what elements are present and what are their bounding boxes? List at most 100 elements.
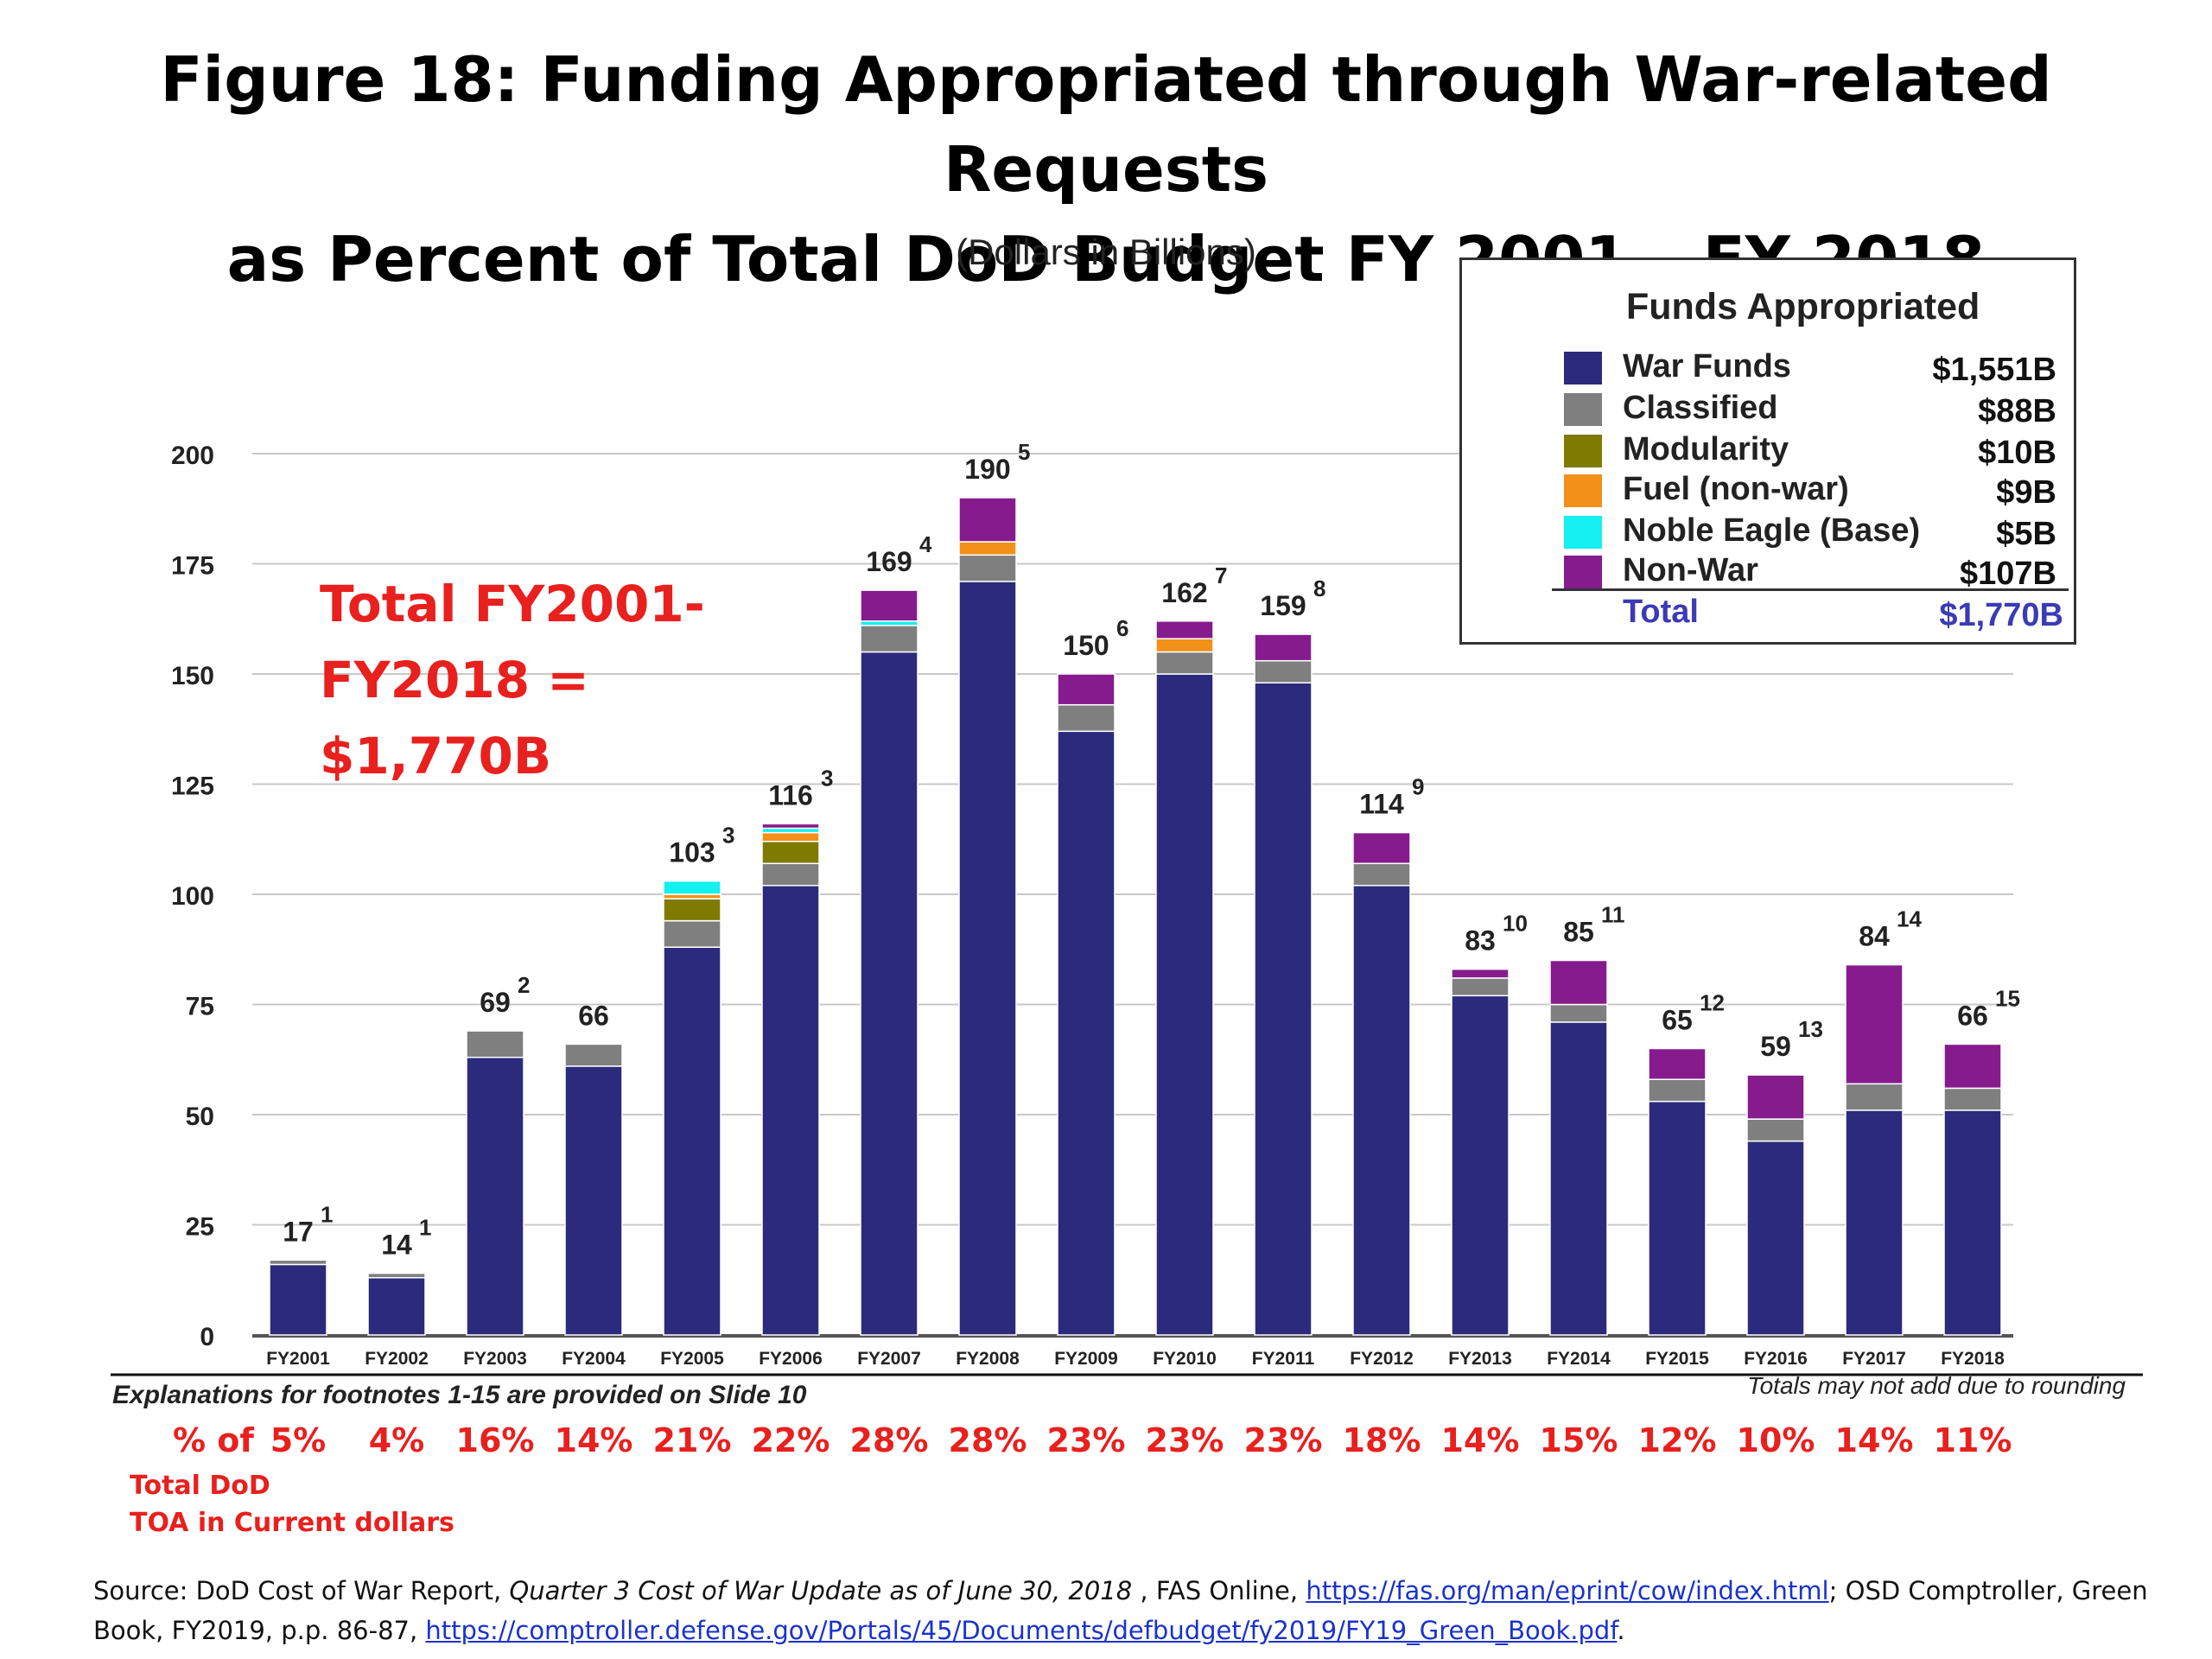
- bar-total-label: 116: [768, 779, 813, 810]
- source-report-title: Quarter 3 Cost of War Update as of June …: [509, 1576, 1133, 1605]
- bar-segment: [1254, 633, 1313, 662]
- x-tick-label: FY2001: [266, 1349, 330, 1369]
- bar-segment: [1746, 1118, 1805, 1142]
- bar-segment: [1943, 1109, 2002, 1336]
- percent-row-heading: % of: [173, 1421, 254, 1459]
- bar-segment: [860, 625, 918, 653]
- legend-swatch-fuel: [1564, 474, 1602, 507]
- bar-total-label: 84: [1859, 921, 1890, 952]
- x-tick-label: FY2004: [562, 1349, 626, 1369]
- legend-item-modularity: Modularity $10B: [1564, 431, 2056, 473]
- y-tick-label: 0: [200, 1323, 214, 1351]
- bar-segment: [1746, 1140, 1805, 1336]
- bar-footnote-marker: 6: [1116, 615, 1128, 641]
- bar-total-label: 69: [480, 987, 511, 1018]
- bar-total-label: 59: [1760, 1031, 1791, 1062]
- percent-value: 10%: [1736, 1421, 1815, 1459]
- bar-footnote-marker: 15: [1995, 985, 2020, 1011]
- bar-segment: [1549, 959, 1608, 1006]
- bar-footnote-marker: 5: [1018, 439, 1030, 465]
- legend-value: $10B: [1978, 435, 2056, 471]
- y-tick-label: 175: [171, 552, 214, 581]
- bar-segment: [564, 1065, 623, 1336]
- bar-segment: [1057, 673, 1116, 706]
- x-tick-label: FY2018: [1941, 1349, 2005, 1369]
- bar-segment: [663, 880, 721, 895]
- legend-total-value: $1,770B: [1939, 597, 2063, 633]
- chart-legend: Funds Appropriated War Funds $1,551B Cla…: [1459, 257, 2076, 645]
- bar-footnote-marker: 7: [1215, 563, 1227, 588]
- legend-label: War Funds: [1623, 348, 1791, 385]
- bar-footnote-marker: 1: [419, 1215, 431, 1241]
- x-tick-label: FY2006: [759, 1349, 823, 1369]
- y-tick-label: 150: [171, 662, 214, 690]
- bar-footnote-marker: 3: [722, 823, 734, 849]
- bar-footnote-marker: 12: [1700, 990, 1725, 1016]
- legend-item-fuel: Fuel (non-war) $9B: [1564, 471, 2056, 512]
- percent-value: 23%: [1243, 1421, 1323, 1459]
- bar-footnote-marker: 4: [919, 531, 932, 557]
- bar-segment: [761, 862, 820, 887]
- bar-segment: [1352, 831, 1411, 865]
- percent-value: 23%: [1046, 1421, 1126, 1459]
- bar-segment: [761, 823, 820, 830]
- legend-total-label: Total: [1623, 594, 1699, 630]
- y-tick-label: 25: [186, 1213, 214, 1242]
- source-prefix: Source: DoD Cost of War Report,: [93, 1576, 510, 1605]
- percent-value: 23%: [1145, 1421, 1224, 1459]
- legend-item-war-funds: War Funds $1,551B: [1564, 348, 2056, 390]
- total-callout-line3: $1,770B: [320, 727, 552, 785]
- total-callout-line1: Total FY2001-: [320, 575, 705, 633]
- bar-segment: [1648, 1078, 1707, 1103]
- bar-segment: [1155, 638, 1214, 653]
- percent-value: 14%: [1834, 1421, 1914, 1459]
- percent-value: 28%: [849, 1421, 929, 1459]
- x-tick-label: FY2009: [1054, 1349, 1118, 1369]
- bar-segment: [663, 946, 721, 1336]
- bar-segment: [1254, 682, 1313, 1336]
- bar-segment: [1155, 651, 1214, 675]
- legend-value: $88B: [1978, 393, 2056, 429]
- bar-total-label: 17: [283, 1216, 314, 1247]
- percent-value: 16%: [455, 1421, 535, 1459]
- source-link-fas[interactable]: https://fas.org/man/eprint/cow/index.htm…: [1306, 1576, 1829, 1605]
- bar-segment: [1451, 968, 1510, 979]
- percent-value: 11%: [1933, 1421, 2012, 1459]
- bar-total-label: 14: [381, 1230, 412, 1261]
- bar-segment: [1648, 1047, 1707, 1080]
- percent-value: 5%: [270, 1421, 327, 1459]
- legend-divider: [1552, 588, 2069, 591]
- legend-value: $5B: [1996, 516, 2056, 552]
- legend-swatch-non-war: [1564, 556, 1602, 588]
- legend-label: Noble Eagle (Base): [1623, 512, 1921, 549]
- bar-segment: [663, 893, 721, 899]
- bar-segment: [1352, 862, 1411, 887]
- legend-label: Classified: [1623, 390, 1778, 426]
- percent-value: 18%: [1342, 1421, 1421, 1459]
- y-tick-label: 100: [171, 882, 214, 911]
- bar-footnote-marker: 13: [1798, 1016, 1823, 1042]
- bar-segment: [1057, 703, 1116, 733]
- x-tick-label: FY2015: [1645, 1349, 1709, 1369]
- bar-segment: [1549, 1003, 1608, 1023]
- source-link-comptroller[interactable]: https://comptroller.defense.gov/Portals/…: [425, 1616, 1618, 1645]
- bar-segment: [367, 1272, 426, 1279]
- x-tick-label: FY2002: [365, 1349, 429, 1369]
- bar-segment: [1845, 1083, 1904, 1111]
- bar-total-label: 169: [866, 546, 912, 577]
- bar-segment: [1254, 659, 1313, 683]
- bar-footnote-marker: 14: [1897, 906, 1922, 932]
- bar-segment: [367, 1276, 426, 1336]
- bar-segment: [1451, 995, 1510, 1336]
- bar-total-label: 162: [1161, 577, 1207, 608]
- legend-swatch-war-funds: [1564, 352, 1602, 385]
- bar-segment: [663, 898, 721, 922]
- bar-segment: [466, 1056, 524, 1336]
- bar-segment: [1549, 1021, 1608, 1336]
- chart-subtitle: (Dollars in Billions): [956, 232, 1256, 272]
- bar-total-label: 150: [1063, 630, 1109, 661]
- legend-item-non-war: Non-War $107B: [1564, 552, 2056, 594]
- percent-value: 15%: [1539, 1421, 1618, 1459]
- total-callout: Total FY2001- FY2018 = $1,770B: [320, 566, 705, 794]
- source-citation: Source: DoD Cost of War Report, Quarter …: [93, 1571, 2167, 1650]
